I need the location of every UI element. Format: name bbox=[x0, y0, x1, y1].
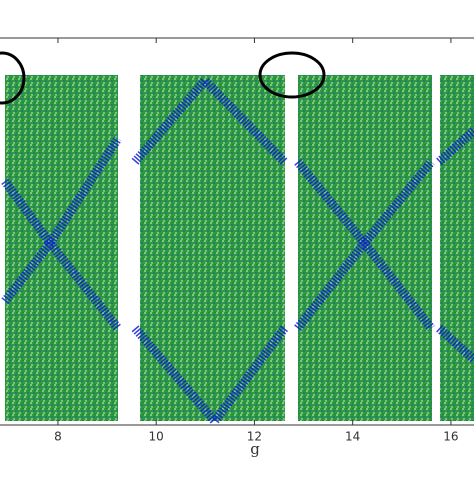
x-axis-label: g bbox=[250, 440, 260, 458]
x-tick-label: 8 bbox=[54, 430, 62, 444]
point-band bbox=[294, 158, 435, 332]
scatter-regions bbox=[5, 75, 474, 421]
x-tick-label: 16 bbox=[443, 430, 458, 444]
marks bbox=[1, 73, 474, 429]
annotation-circle bbox=[258, 51, 326, 99]
point-band bbox=[1, 235, 122, 332]
x-tick-label: 12 bbox=[247, 430, 262, 444]
annotation-circle bbox=[0, 51, 26, 105]
point-band bbox=[1, 136, 122, 252]
point-cloud bbox=[5, 75, 118, 421]
point-cloud bbox=[440, 75, 474, 421]
x-tick-label: 10 bbox=[149, 430, 164, 444]
point-cloud bbox=[140, 75, 285, 421]
x-tick-label: 14 bbox=[345, 430, 360, 444]
